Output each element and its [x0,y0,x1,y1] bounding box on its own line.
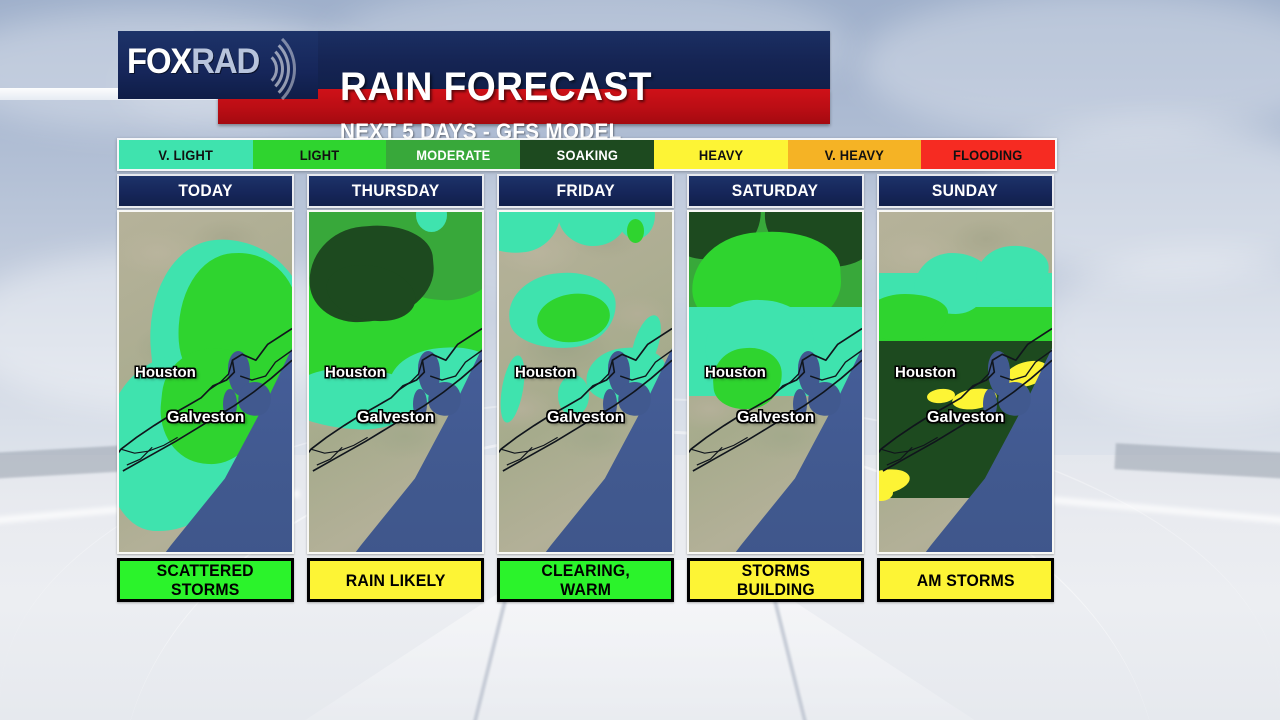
legend-item-flooding: FLOODING [921,140,1056,169]
panel-day-label: SATURDAY [732,181,819,200]
city-label-galveston: Galveston [167,409,245,426]
city-label-galveston: Galveston [737,409,815,426]
panel-caption-label: SCATTERED STORMS [156,561,255,599]
logo-fox-text: FOX [127,42,192,81]
panel-caption-label: AM STORMS [916,570,1015,590]
legend-item-v-light: V. LIGHT [119,140,253,169]
panel-day-header: SUNDAY [877,174,1054,208]
rain-forecast-map[interactable]: Houston Galveston [307,210,484,554]
legend-item-label: MODERATE [416,146,491,163]
panel-caption: SCATTERED STORMS [117,558,294,602]
city-label-houston: Houston [325,364,386,381]
forecast-panel-thursday[interactable]: THURSDAY Houston Galveston RAIN LIKELY [307,174,484,602]
panel-day-header: TODAY [117,174,294,208]
legend-item-label: LIGHT [299,146,340,163]
foxrad-logo-text: FOXRAD [127,42,260,82]
city-label-houston: Houston [705,364,766,381]
galveston-bay [499,212,672,552]
galveston-bay [119,212,292,552]
legend-item-label: SOAKING [556,146,618,163]
panel-day-label: TODAY [178,181,233,200]
panel-day-header: FRIDAY [497,174,674,208]
city-label-galveston: Galveston [547,409,625,426]
logo-rad-text: RAD [191,42,260,81]
forecast-panel-saturday[interactable]: SATURDAY Houston Galveston STORMS BUILDING [687,174,864,602]
title-banner-red [218,89,830,124]
legend-item-heavy: HEAVY [653,140,788,169]
city-label-houston: Houston [515,364,576,381]
radar-waves-icon [268,35,340,101]
rain-forecast-map[interactable]: Houston Galveston [687,210,864,554]
panel-day-label: THURSDAY [351,181,440,200]
legend-item-light: LIGHT [252,140,387,169]
legend-item-label: FLOODING [953,146,1023,163]
galveston-bay [879,212,1052,552]
forecast-panel-today[interactable]: TODAY Houston Galveston SCATTERED STORMS [117,174,294,602]
title-banner: FOXRAD RAIN FORECAST NEXT 5 DAYS - GFS M… [118,31,830,143]
satellite-basemap [309,212,482,552]
legend-item-moderate: MODERATE [386,140,521,169]
panel-day-header: SATURDAY [687,174,864,208]
panel-caption: RAIN LIKELY [307,558,484,602]
panel-day-label: SUNDAY [932,181,999,200]
city-label-galveston: Galveston [357,409,435,426]
panel-caption: STORMS BUILDING [687,558,864,602]
page-subtitle: NEXT 5 DAYS - GFS MODEL [340,119,622,144]
cloud [860,0,1280,140]
panel-caption-label: STORMS BUILDING [736,561,815,599]
legend-item-label: V. LIGHT [158,146,214,163]
precip-zone [879,484,893,501]
panel-day-label: FRIDAY [556,181,615,200]
forecast-panel-friday[interactable]: FRIDAY Houston Galveston CLEARING, WARM [497,174,674,602]
satellite-basemap [689,212,862,552]
rain-forecast-map[interactable]: Houston Galveston [117,210,294,554]
panel-caption-label: RAIN LIKELY [345,570,446,590]
satellite-basemap [879,212,1052,552]
satellite-basemap [499,212,672,552]
precip-zone [416,212,448,233]
city-label-houston: Houston [135,364,196,381]
satellite-basemap [119,212,292,552]
galveston-bay [309,212,482,552]
panel-caption-label: CLEARING, WARM [541,561,630,599]
panel-day-header: THURSDAY [307,174,484,208]
legend-item-soaking: SOAKING [520,140,654,169]
rainfall-intensity-legend: V. LIGHT LIGHT MODERATE SOAKING HEAVY V. HEAV… [117,138,1057,171]
page-title: RAIN FORECAST [340,65,652,109]
galveston-bay [689,212,862,552]
legend-item-label: V. HEAVY [824,146,885,163]
city-label-houston: Houston [895,364,956,381]
rain-forecast-map[interactable]: Houston Galveston [877,210,1054,554]
panel-caption: CLEARING, WARM [497,558,674,602]
legend-item-v-heavy: V. HEAVY [787,140,922,169]
panel-caption: AM STORMS [877,558,1054,602]
forecast-panel-row: TODAY Houston Galveston SCATTERED STORMS THUR… [117,174,1058,602]
precip-zone [627,218,645,243]
city-label-galveston: Galveston [927,409,1005,426]
legend-item-label: HEAVY [698,146,743,163]
rain-forecast-map[interactable]: Houston Galveston [497,210,674,554]
forecast-panel-sunday[interactable]: SUNDAY Houston Galveston AM STORMS [877,174,1054,602]
